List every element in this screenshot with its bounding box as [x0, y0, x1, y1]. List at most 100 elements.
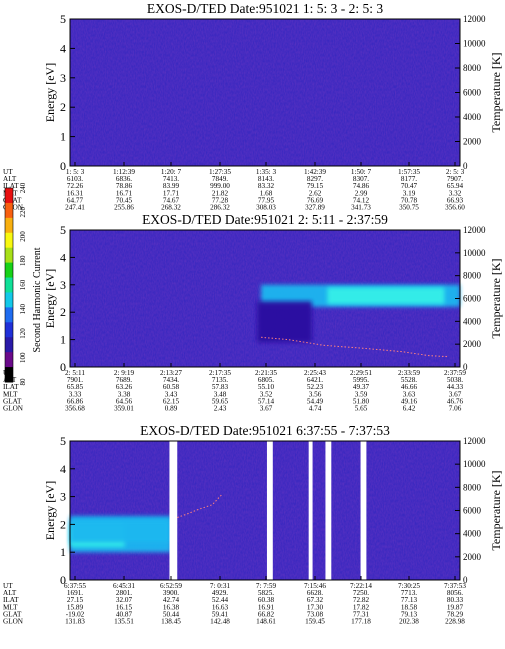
- table-cell: 3.56: [309, 390, 322, 398]
- table-cell: 6:37:55: [64, 582, 86, 590]
- y-tick-label: 2: [60, 100, 66, 114]
- colorbar-swatch: [5, 292, 13, 308]
- data-gap: [308, 441, 313, 580]
- panel-2: EXOS-D/TED Date:951021 2: 5:11 - 2:37:59…: [3, 212, 503, 413]
- y2-tick-label: 10000: [463, 459, 486, 469]
- colorbar: 80 100 120 140 160 180 200 220 240 Second Harmoni…: [4, 182, 43, 386]
- table-cell: 78.29: [447, 610, 464, 618]
- colorbar-swatch: [5, 188, 13, 204]
- y-tick-label: 4: [60, 462, 66, 476]
- table-cell: 6:45:31: [113, 582, 135, 590]
- table-cell: 2:29:51: [350, 369, 372, 377]
- table-cell: 2.62: [309, 189, 322, 197]
- table-cell: 359.01: [114, 405, 134, 413]
- table-cell: 7849.: [212, 175, 228, 183]
- panel-title: EXOS-D/TED Date:951021 2: 5:11 - 2:37:59: [142, 212, 388, 227]
- y2-tick-label: 12000: [463, 436, 486, 446]
- table-row-label: ILAT: [3, 182, 19, 190]
- table-cell: 5528.: [401, 376, 417, 384]
- colorbar-swatch: [5, 202, 13, 219]
- table-cell: 2.43: [214, 405, 227, 413]
- y-tick-label: 2: [60, 517, 66, 531]
- table-cell: 2801.: [116, 589, 132, 597]
- table-cell: 6628.: [307, 589, 323, 597]
- table-cell: 7135.: [212, 376, 228, 384]
- table-cell: 19.87: [447, 603, 464, 611]
- table-cell: 1.68: [260, 189, 273, 197]
- table-cell: 65.94: [447, 182, 464, 190]
- y2-tick-label: 2000: [463, 339, 482, 349]
- table-cell: 6421.: [307, 376, 323, 384]
- table-cell: 59.65: [212, 397, 229, 405]
- table-cell: 1:27:35: [209, 168, 231, 176]
- table-cell: 74.86: [353, 182, 370, 190]
- table-cell: 350.75: [399, 204, 419, 212]
- table-cell: 135.51: [114, 618, 134, 626]
- table-cell: 60.58: [163, 383, 180, 391]
- table-cell: 74.67: [163, 196, 180, 204]
- table-cell: 5038.: [447, 376, 463, 384]
- table-cell: 3.52: [260, 390, 273, 398]
- colorbar-swatch: [5, 307, 13, 323]
- table-cell: 255.86: [114, 204, 134, 212]
- table-cell: 8307.: [353, 175, 369, 183]
- table-cell: 356.68: [65, 405, 85, 413]
- table-cell: 3.33: [69, 390, 82, 398]
- table-cell: 44.33: [447, 383, 464, 391]
- table-cell: 2:17:35: [209, 369, 231, 377]
- table-cell: 3.67: [449, 390, 462, 398]
- table-cell: 2: 5: 3: [446, 168, 465, 176]
- y-tick-label: 1: [60, 545, 66, 559]
- table-row-label: ALT: [3, 175, 17, 183]
- table-cell: 177.18: [351, 618, 371, 626]
- data-gap: [169, 441, 178, 580]
- table-cell: 66.82: [258, 610, 275, 618]
- table-cell: 83.32: [258, 182, 275, 190]
- table-cell: 5.65: [355, 405, 368, 413]
- table-cell: 7:15:46: [304, 582, 326, 590]
- table-cell: 77.13: [401, 596, 418, 604]
- panel-title: EXOS-D/TED Date:951021 6:37:55 - 7:37:53: [140, 423, 390, 438]
- table-cell: 7713.: [401, 589, 417, 597]
- table-cell: 7413.: [163, 175, 179, 183]
- table-cell: 70.47: [401, 182, 418, 190]
- y2-tick-label: 4000: [463, 316, 482, 326]
- table-cell: 50.44: [163, 610, 180, 618]
- table-row-label: MLT: [3, 603, 18, 611]
- colorbar-tick-label: 160: [19, 279, 27, 290]
- table-cell: 79.15: [307, 182, 324, 190]
- table-cell: 42.74: [163, 596, 180, 604]
- y2-tick-label: 6000: [463, 506, 482, 516]
- table-row-label: UT: [3, 582, 13, 590]
- table-cell: 66.86: [67, 397, 84, 405]
- table-cell: 76.69: [307, 196, 324, 204]
- colorbar-tick-label: 80: [19, 378, 27, 386]
- table-row-label: GLAT: [3, 397, 22, 405]
- table-cell: 27.15: [67, 596, 84, 604]
- colorbar-frame: [4, 187, 14, 383]
- y-tick-label: 0: [60, 360, 66, 374]
- table-cell: 2: 9:19: [114, 369, 135, 377]
- table-cell: 21.82: [212, 189, 229, 197]
- y-tick-label: 5: [60, 223, 66, 237]
- colorbar-tick-label: 220: [19, 207, 27, 218]
- table-cell: 6836.: [116, 175, 132, 183]
- colorbar-tick-label: 240: [19, 182, 27, 193]
- table-cell: 2:37:59: [444, 369, 466, 377]
- table-cell: 77.31: [353, 610, 370, 618]
- table-cell: 4.74: [309, 405, 322, 413]
- table-cell: 7434.: [163, 376, 179, 384]
- colorbar-tick-label: 180: [19, 255, 27, 266]
- y2-tick-label: 2000: [463, 552, 482, 562]
- y-tick-label: 5: [60, 12, 66, 26]
- y-tick-label: 1: [60, 130, 66, 144]
- y2-tick-label: 0: [463, 362, 468, 372]
- table-cell: 17.30: [307, 603, 324, 611]
- table-cell: 131.83: [65, 618, 85, 626]
- table-cell: 5825.: [258, 589, 274, 597]
- table-cell: 72.26: [67, 182, 84, 190]
- table-cell: 72.82: [353, 596, 370, 604]
- y2-tick-label: 10000: [463, 248, 486, 258]
- y-tick-label: 0: [60, 159, 66, 173]
- table-cell: 159.45: [305, 618, 325, 626]
